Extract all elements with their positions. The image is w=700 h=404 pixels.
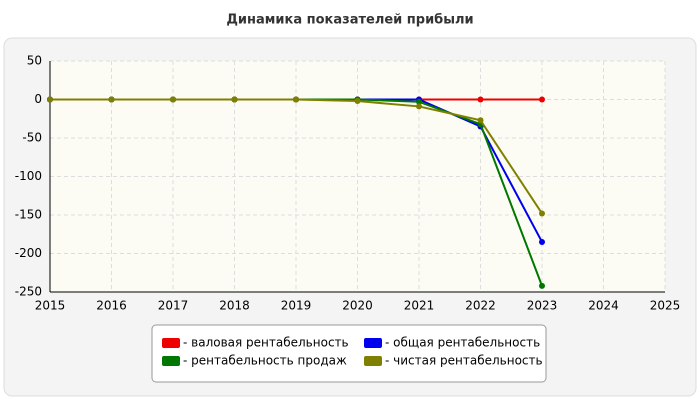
x-tick-label: 2018: [219, 299, 250, 313]
x-tick-label: 2016: [96, 299, 127, 313]
y-tick-label: -250: [15, 285, 42, 299]
point: [47, 96, 53, 103]
point: [170, 96, 176, 103]
x-tick-label: 2020: [342, 299, 373, 313]
legend-label: - рентабельность продаж: [183, 354, 347, 368]
x-tick-label: 2021: [404, 299, 435, 313]
point: [539, 282, 545, 289]
x-tick-label: 2015: [35, 299, 66, 313]
legend-label: - чистая рентабельность: [385, 354, 543, 368]
legend-swatch: [364, 356, 382, 366]
legend-swatch: [162, 356, 180, 366]
y-tick-label: -150: [15, 208, 42, 222]
y-tick-label: -200: [15, 246, 42, 260]
point: [539, 96, 545, 103]
y-tick-label: 0: [34, 92, 42, 106]
x-tick-label: 2019: [281, 299, 312, 313]
point: [108, 96, 115, 103]
x-tick-label: 2025: [650, 299, 681, 313]
point: [539, 210, 545, 217]
legend-swatch: [162, 338, 180, 348]
x-tick-label: 2023: [527, 299, 558, 313]
point: [477, 117, 484, 124]
point: [354, 98, 361, 105]
point: [477, 96, 484, 103]
legend-swatch: [364, 338, 382, 348]
point: [539, 238, 545, 245]
point: [231, 96, 238, 103]
x-tick-label: 2022: [465, 299, 496, 313]
x-tick-label: 2024: [588, 299, 619, 313]
x-tick-label: 2017: [158, 299, 189, 313]
point: [293, 96, 299, 103]
y-tick-label: 50: [27, 54, 42, 68]
legend-label: - общая рентабельность: [385, 336, 540, 350]
point: [416, 98, 422, 105]
y-tick-label: -50: [22, 131, 42, 145]
point: [416, 103, 422, 110]
chart-title: Динамика показателей прибыли: [226, 13, 473, 28]
y-tick-label: -100: [15, 169, 42, 183]
legend-label: - валовая рентабельность: [183, 336, 349, 350]
legend: [151, 324, 547, 383]
